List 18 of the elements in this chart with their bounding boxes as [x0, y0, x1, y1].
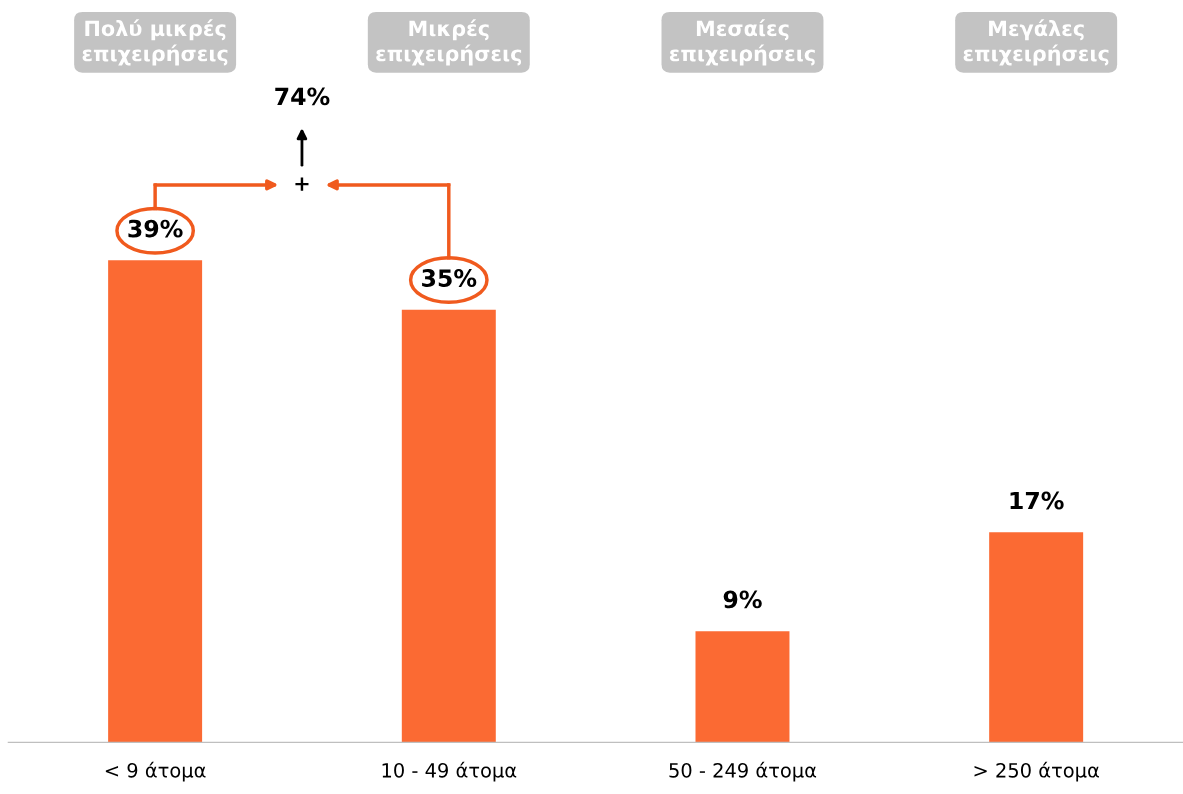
x-tick-label: 50 - 249 άτομα	[669, 761, 817, 782]
text: +	[295, 177, 309, 191]
data-label: 9%	[723, 590, 762, 609]
bar	[989, 532, 1084, 743]
data-label: 17%	[1010, 491, 1064, 510]
x-tick-label: < 9 άτομα	[105, 761, 206, 782]
text: 74%	[275, 87, 330, 106]
bar	[108, 260, 203, 743]
data-label: 35%	[422, 269, 477, 287]
text: Μεσαίες επιχειρήσεις	[669, 19, 815, 66]
text: Πολύ μικρές επιχειρήσεις	[82, 19, 228, 66]
text: Μικρές επιχειρήσεις	[376, 19, 522, 66]
data-label: 39%	[128, 219, 183, 238]
text: Μεγάλες επιχειρήσεις	[963, 19, 1109, 66]
x-tick-label: > 250 άτομα	[974, 761, 1099, 782]
x-tick-label: 10 - 49 άτομα	[382, 761, 517, 782]
bar	[695, 631, 790, 743]
bar	[401, 309, 496, 743]
